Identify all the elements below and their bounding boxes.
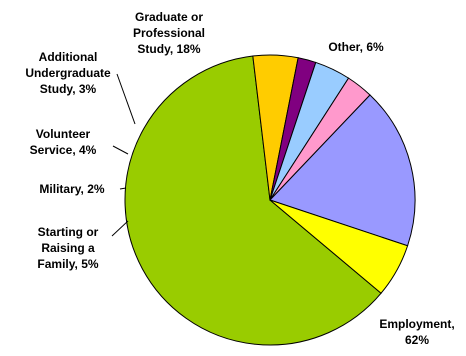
- slice-label-line: Family, 5%: [37, 257, 98, 271]
- slice-label-volunteer-service: Volunteer Service, 4%: [30, 127, 97, 157]
- slice-label-line: Volunteer: [36, 127, 91, 141]
- leader-line-military: [119, 187, 127, 190]
- slice-label-line: Service, 4%: [30, 143, 97, 157]
- slice-label-line: Undergraduate: [25, 66, 111, 80]
- pie-slice-employment: [124, 55, 382, 346]
- slice-label-other: Other, 6%: [328, 40, 384, 54]
- slice-label-graduate-or-professional-study: Graduate or Professional Study, 18%: [133, 10, 205, 56]
- slice-label-line: Study, 18%: [137, 42, 200, 56]
- slice-label-line: Employment,: [379, 317, 454, 331]
- leader-line-additional-undergraduate-study: [116, 73, 136, 125]
- leader-line-volunteer-service: [112, 145, 129, 155]
- slice-label-line: Other, 6%: [328, 40, 384, 54]
- slice-label-line: Starting or: [38, 225, 99, 239]
- slice-label-line: 62%: [405, 333, 429, 347]
- slice-label-line: Graduate or: [135, 10, 203, 24]
- leader-line-starting-or-raising-a-family: [111, 220, 129, 237]
- slice-label-line: Study, 3%: [40, 82, 97, 96]
- slice-label-military: Military, 2%: [39, 182, 104, 196]
- pie-slice-graduate-or-professional-study: [269, 94, 416, 247]
- pie-slice-other: [269, 199, 409, 294]
- slice-label-line: Additional: [39, 50, 98, 64]
- slice-label-additional-undergraduate-study: Additional Undergraduate Study, 3%: [25, 50, 111, 96]
- slice-label-line: Raising a: [41, 241, 95, 255]
- slice-label-starting-or-raising-a-family: Starting or Raising a Family, 5%: [37, 225, 98, 271]
- slice-label-line: Military, 2%: [39, 182, 104, 196]
- slice-label-employment: Employment, 62%: [379, 317, 454, 347]
- slice-label-line: Professional: [133, 26, 205, 40]
